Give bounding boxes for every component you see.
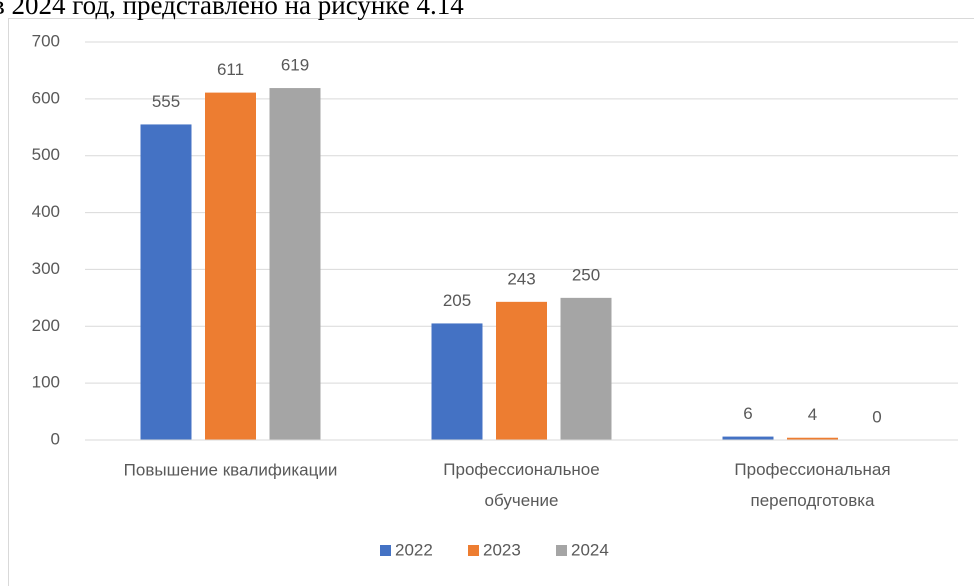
data-label: 4 — [808, 405, 817, 424]
y-tick-label: 400 — [32, 202, 60, 221]
data-label: 205 — [443, 291, 471, 310]
legend-swatch — [556, 545, 567, 556]
bar — [560, 297, 612, 440]
bar — [431, 323, 483, 440]
legend-swatch — [380, 545, 391, 556]
bar — [722, 436, 774, 440]
bar — [269, 88, 321, 440]
y-tick-label: 300 — [32, 259, 60, 278]
bar — [205, 92, 256, 441]
legend-label: 2022 — [395, 540, 433, 559]
y-tick-label: 0 — [51, 429, 60, 448]
x-tick-label: Повышение квалификации — [124, 460, 338, 479]
x-tick-label: Профессиональная переподготовка — [734, 460, 890, 510]
data-label: 611 — [217, 60, 244, 79]
data-label: 243 — [507, 269, 535, 288]
caption: в 2024 год, представлено на рисунке 4.14 — [0, 0, 464, 20]
data-label: 619 — [281, 56, 309, 75]
legend-label: 2024 — [571, 540, 609, 559]
y-tick-label: 500 — [32, 145, 60, 164]
bar — [496, 301, 547, 440]
data-label: 250 — [572, 265, 600, 284]
x-tick-label: Профессиональное обучение — [443, 460, 599, 510]
data-label: 6 — [743, 404, 752, 423]
legend-label: 2023 — [483, 540, 521, 559]
y-tick-label: 700 — [32, 31, 60, 50]
data-label: 0 — [872, 407, 881, 426]
data-label: 555 — [152, 92, 180, 111]
y-tick-label: 100 — [32, 373, 60, 392]
bar — [140, 124, 192, 440]
legend-swatch — [468, 545, 479, 556]
bar — [787, 437, 838, 440]
y-tick-label: 200 — [32, 316, 60, 335]
y-tick-label: 600 — [32, 88, 60, 107]
